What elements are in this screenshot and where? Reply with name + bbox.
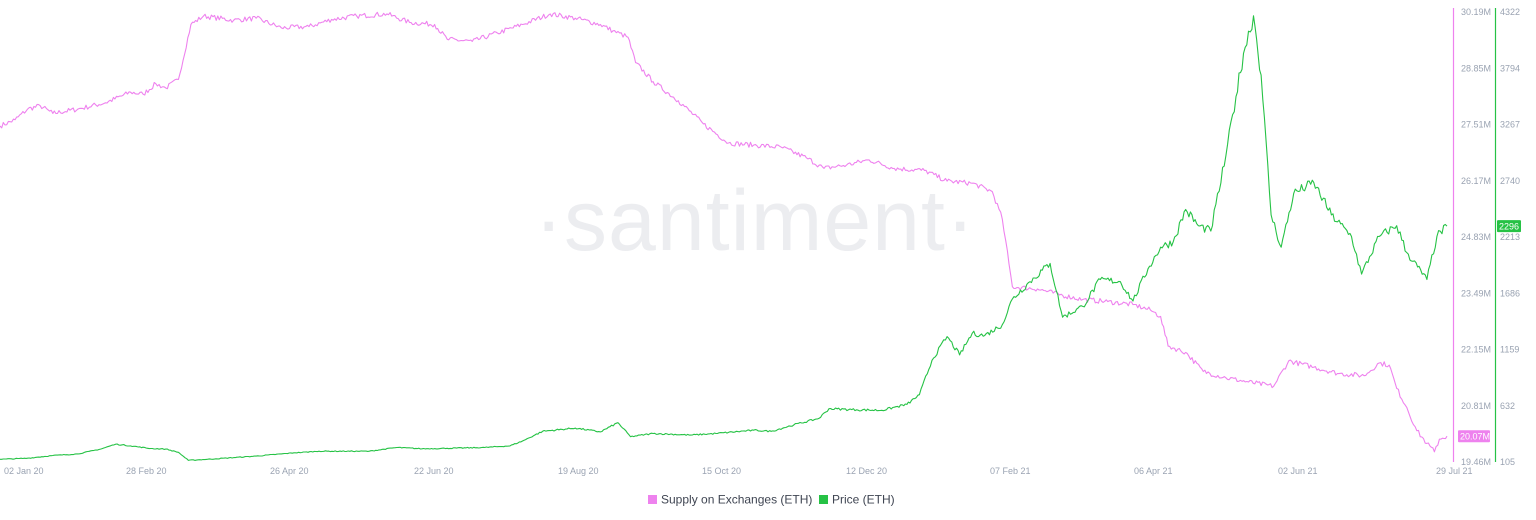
supply-axis-tick-label: 27.51M <box>1461 120 1491 130</box>
legend-label-supply: Supply on Exchanges (ETH) <box>661 493 812 507</box>
price-axis-tick-label: 2740 <box>1500 176 1520 186</box>
supply-axis-tick-label: 22.15M <box>1461 345 1491 355</box>
x-axis-tick-label: 02 Jun 21 <box>1278 466 1318 476</box>
x-axis-tick-label: 19 Aug 20 <box>558 466 599 476</box>
x-axis-tick-label: 06 Apr 21 <box>1134 466 1173 476</box>
price-axis-tick-label: 3794 <box>1500 63 1520 73</box>
supply-axis-tick-label: 30.19M <box>1461 7 1491 17</box>
supply-axis-tick-label: 26.17M <box>1461 176 1491 186</box>
price-axis-tick-label: 4322 <box>1500 7 1520 17</box>
legend-swatch-price <box>819 495 828 504</box>
x-axis-tick-label: 07 Feb 21 <box>990 466 1031 476</box>
supply-series-line <box>0 11 1448 453</box>
price-axis-tick-label: 1686 <box>1500 288 1520 298</box>
x-axis-tick-label: 29 Jul 21 <box>1436 466 1473 476</box>
axes: 30.19M 28.85M 27.51M 26.17M 24.83M 23.49M 22.1… <box>4 7 1521 476</box>
x-axis-tick-label: 12 Dec 20 <box>846 466 887 476</box>
x-axis-tick-label: 02 Jan 20 <box>4 466 44 476</box>
supply-axis-tick-label: 24.83M <box>1461 232 1491 242</box>
price-axis-tick-label: 1159 <box>1500 345 1519 355</box>
supply-axis-tick-label: 23.49M <box>1461 288 1491 298</box>
legend-item-price: Price (ETH) <box>819 493 895 507</box>
price-series-line <box>0 15 1448 461</box>
legend-swatch-supply <box>648 495 657 504</box>
price-last-value-label: 2296 <box>1499 222 1519 232</box>
price-last-value-badge <box>1497 220 1521 233</box>
supply-last-value-badge <box>1458 430 1490 443</box>
watermark-text: ·santiment· <box>534 173 975 269</box>
plot-area <box>0 11 1448 461</box>
x-axis-tick-label: 26 Apr 20 <box>270 466 309 476</box>
x-axis-tick-label: 15 Oct 20 <box>702 466 741 476</box>
legend-item-supply: Supply on Exchanges (ETH) <box>648 493 812 507</box>
x-axis-tick-label: 28 Feb 20 <box>126 466 167 476</box>
supply-axis-tick-label: 19.46M <box>1461 457 1491 467</box>
x-axis-tick-label: 22 Jun 20 <box>414 466 454 476</box>
legend: Supply on Exchanges (ETH) Price (ETH) <box>648 493 895 507</box>
supply-axis-tick-label: 28.85M <box>1461 63 1491 73</box>
price-axis-tick-label: 3267 <box>1500 120 1520 130</box>
supply-axis-tick-label: 20.81M <box>1461 401 1491 411</box>
supply-last-value-label: 20.07M <box>1460 432 1490 442</box>
price-axis-tick-label: 105 <box>1500 457 1515 467</box>
legend-label-price: Price (ETH) <box>832 493 895 507</box>
price-axis-tick-label: 2213 <box>1500 232 1520 242</box>
price-axis-tick-label: 632 <box>1500 401 1515 411</box>
